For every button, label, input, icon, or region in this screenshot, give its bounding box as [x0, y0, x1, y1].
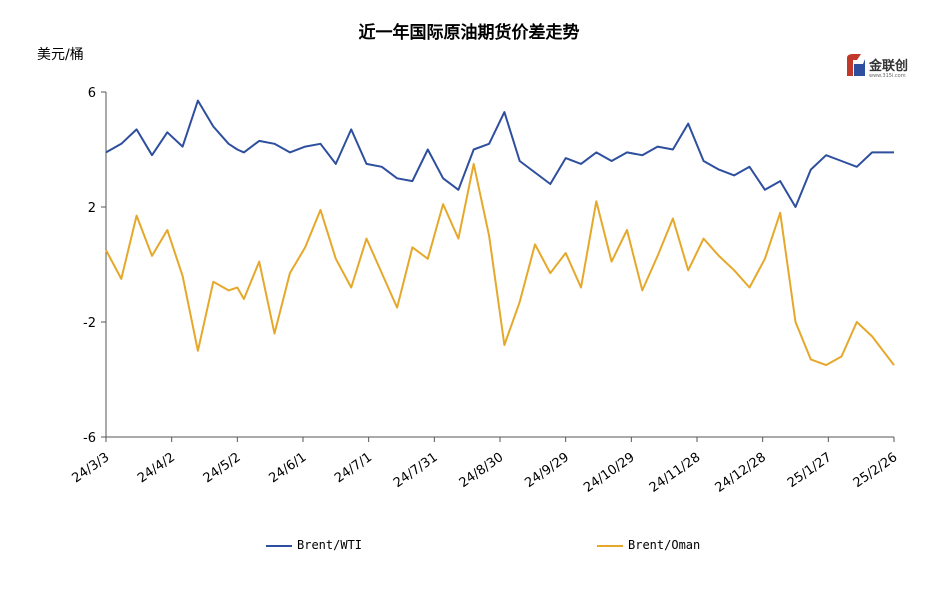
x-tick-label: 24/5/2: [201, 450, 244, 486]
logo-sub-text: www.315i.com: [869, 73, 906, 79]
x-tick-label: 24/4/2: [135, 450, 178, 486]
x-tick-label: 24/6/1: [266, 450, 309, 486]
legend-swatch-brent-wti: [266, 544, 292, 547]
brand-logo: 金联创 www.315i.com: [845, 52, 915, 86]
y-tick-label: 6: [88, 86, 96, 101]
x-tick-label: 24/8/30: [457, 450, 507, 491]
legend-item-brent-oman: Brent/Oman: [597, 538, 700, 552]
chart-series: [105, 99, 895, 367]
x-axis-ticks: 24/3/3 24/4/2 24/5/2 24/6/1 24/7/1 24/7/31 24/…: [69, 437, 900, 496]
y-axis-ticks: 6 2 -2 -6: [83, 86, 106, 446]
x-tick-label: 24/9/29: [522, 450, 572, 491]
legend-label-brent-wti: Brent/WTI: [297, 538, 363, 552]
y-tick-label: 2: [88, 201, 96, 216]
y-axis-unit-label: 美元/桶: [37, 47, 84, 63]
x-tick-label: 24/12/28: [713, 450, 769, 496]
y-tick-label: -6: [83, 431, 96, 446]
chart-title: 近一年国际原油期货价差走势: [358, 23, 580, 43]
legend-label-brent-oman: Brent/Oman: [628, 538, 701, 552]
x-tick-label: 24/11/28: [647, 450, 703, 496]
series-line-brent-oman: [105, 162, 895, 367]
x-tick-label: 24/7/31: [391, 450, 441, 491]
x-tick-label: 24/10/29: [581, 450, 637, 496]
chart-axes: [105, 92, 894, 438]
legend-item-brent-wti: Brent/WTI: [266, 538, 362, 552]
legend-swatch-brent-oman: [597, 544, 623, 547]
x-tick-label: 25/2/26: [851, 450, 901, 491]
x-tick-label: 24/3/3: [69, 450, 112, 486]
series-line-brent-wti: [105, 99, 894, 208]
x-tick-label: 25/1/27: [785, 450, 835, 491]
logo-mark-icon: [847, 54, 865, 76]
y-tick-label: -2: [83, 316, 96, 331]
x-tick-label: 24/7/1: [332, 450, 375, 486]
logo-brand-text: 金联创: [869, 59, 909, 74]
